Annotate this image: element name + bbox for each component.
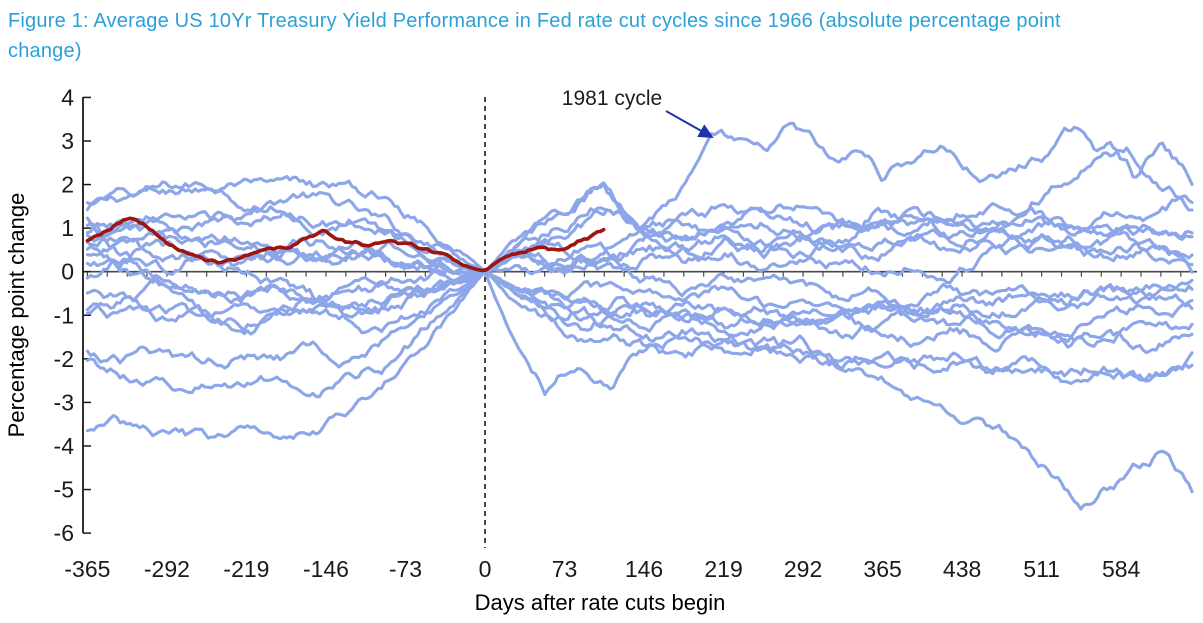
x-tick-label: 438 xyxy=(943,556,981,582)
y-tick-label: -3 xyxy=(54,389,74,415)
axes-group: 4 3 2 1 0 -1 -2 -3 -4 -5 -6 -365 -292 -219 -146 -73 0 73 1… xyxy=(54,84,1197,582)
y-tick-label: 3 xyxy=(61,128,74,154)
y-tick-label: 4 xyxy=(61,84,74,110)
x-tick-label: -365 xyxy=(64,556,110,582)
cycle-lines-group xyxy=(85,121,1194,511)
x-tick-label: -292 xyxy=(144,556,190,582)
y-tick-label: 1 xyxy=(61,215,74,241)
y-tick-label: 0 xyxy=(61,259,74,285)
y-tick-label: -5 xyxy=(54,477,74,503)
annotation-arrow-icon xyxy=(665,110,714,138)
cycle-line xyxy=(85,270,1194,344)
y-tick-label: -6 xyxy=(54,520,74,546)
annotation-1981-label: 1981 cycle xyxy=(562,87,662,110)
y-axis-title: Percentage point change xyxy=(4,193,29,438)
cycle-line xyxy=(85,223,1194,320)
average-cycle-line xyxy=(85,216,606,273)
y-tick-label: -1 xyxy=(54,302,74,328)
x-tick-label: 365 xyxy=(863,556,901,582)
figure-title-line2: change) xyxy=(8,40,82,62)
average-line-group xyxy=(85,216,606,273)
x-tick-label: -146 xyxy=(303,556,349,582)
x-tick-label: 146 xyxy=(625,556,663,582)
cycle-line xyxy=(85,270,1194,511)
cycle-line xyxy=(85,223,1194,274)
y-tick-label: -2 xyxy=(54,346,74,372)
y-tick-label: -4 xyxy=(54,433,75,459)
y-tick-label: 2 xyxy=(61,172,74,198)
cycle-line xyxy=(85,238,1194,348)
x-tick-label: 0 xyxy=(479,556,492,582)
cycle-line xyxy=(85,242,1194,332)
x-tick-label: 73 xyxy=(552,556,578,582)
figure-title: Figure 1: Average US 10Yr Treasury Yield… xyxy=(8,6,1168,66)
cycle-line xyxy=(85,249,1194,370)
cycle-line xyxy=(85,194,1194,280)
x-tick-label: 584 xyxy=(1102,556,1141,582)
x-tick-label: 292 xyxy=(784,556,822,582)
x-tick-label: -219 xyxy=(223,556,269,582)
x-tick-label: -73 xyxy=(389,556,422,582)
x-axis-title: Days after rate cuts begin xyxy=(475,590,726,615)
cycle-line xyxy=(85,270,1194,441)
figure-title-line1: Figure 1: Average US 10Yr Treasury Yield… xyxy=(8,10,1061,32)
cycle-line xyxy=(85,257,1194,383)
x-tick-label: 219 xyxy=(704,556,742,582)
x-tick-label: 511 xyxy=(1023,556,1060,582)
